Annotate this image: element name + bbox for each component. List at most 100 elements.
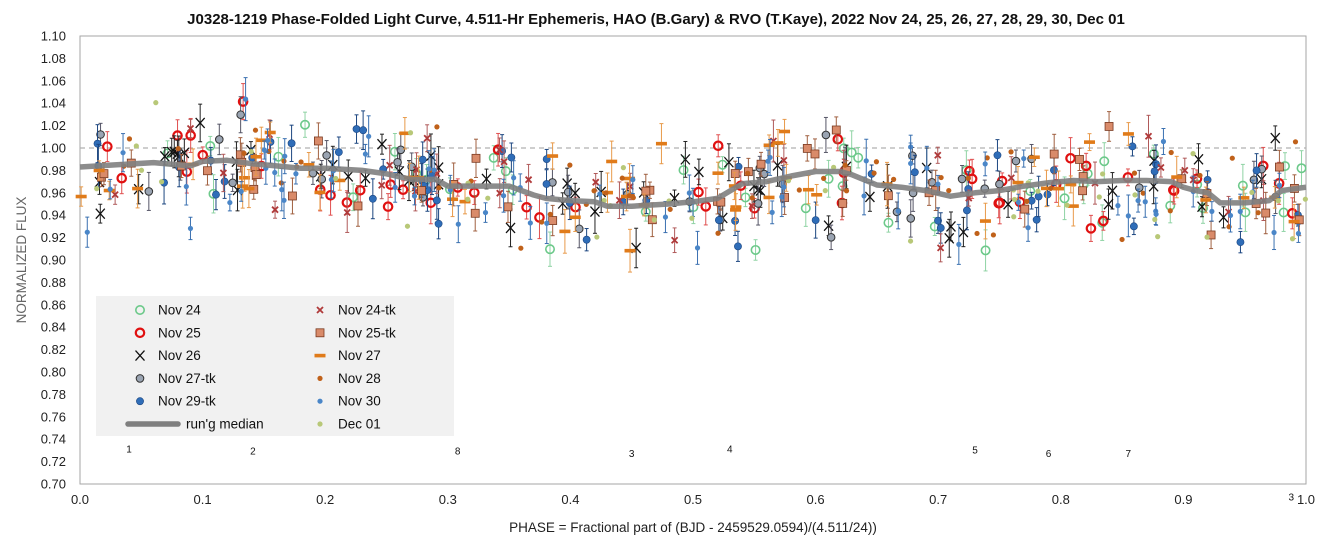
running-median-group [79,157,1307,209]
point-marker [343,208,351,217]
point-marker [863,158,869,164]
point-marker [753,199,763,208]
point-marker [821,175,827,181]
point-marker [934,216,942,225]
point-marker [303,162,315,167]
point-marker [547,154,559,158]
y-tick-label: 1.10 [41,29,66,44]
point-marker [1048,185,1054,192]
point-marker [120,150,126,156]
point-marker [1025,225,1031,231]
annotation-box [1098,441,1159,462]
point-marker [651,217,657,223]
point-marker [1276,182,1283,189]
point-marker [592,178,600,186]
point-marker [317,421,323,427]
point-marker [238,188,244,195]
point-marker [781,184,787,190]
point-marker [910,168,919,177]
legend-item: Nov 25 [134,325,201,340]
point-marker [624,248,636,253]
annotation-text: 4 [727,444,733,455]
point-marker [1153,211,1159,217]
annotation-label: 7 [1098,441,1159,462]
point-marker [134,327,146,339]
point-marker [630,177,636,183]
x-tick-label: 0.3 [439,492,457,507]
point-marker [802,187,814,192]
point-marker [982,161,988,167]
point-marker [317,398,323,404]
y-tick-label: 1.00 [41,141,66,156]
point-marker [1034,192,1043,201]
point-marker [116,172,128,184]
point-marker [186,124,195,133]
y-tick-label: 0.74 [41,432,66,447]
x-tick-label: 0.4 [561,492,579,507]
point-marker [772,141,784,145]
point-marker [769,209,775,215]
point-marker [1229,155,1235,161]
point-marker [300,119,311,130]
point-marker [1024,198,1030,204]
point-marker [853,152,864,163]
point-marker [1181,166,1189,175]
point-marker [730,169,740,178]
y-tick-label: 0.72 [41,454,66,469]
point-marker [317,174,327,184]
point-marker [730,208,742,212]
point-marker [205,141,216,152]
point-marker [1197,201,1207,213]
point-marker [934,151,942,159]
point-marker [1100,171,1106,177]
annotation-label: 4 [699,437,760,458]
x-axis-title: PHASE = Fractional part of (BJD - 245952… [509,520,877,535]
y-tick-label: 1.02 [41,118,66,133]
point-marker [325,189,336,201]
point-marker [261,147,267,153]
point-marker [237,96,249,107]
legend-label: Nov 26 [158,348,201,363]
point-marker [250,154,262,159]
point-marker [570,187,581,199]
point-marker [248,149,254,155]
point-marker [563,187,573,197]
legend-label: Nov 28 [338,371,381,386]
legend-label: run'g median [186,417,264,432]
point-marker [861,193,867,199]
point-marker [811,192,823,197]
point-marker [1144,132,1153,140]
point-marker [1261,208,1271,218]
point-marker [908,160,914,167]
point-marker [715,230,721,236]
point-marker [411,193,418,199]
chart-title: J0328-1219 Phase-Folded Light Curve, 4.5… [187,11,1125,28]
point-marker [1104,122,1114,131]
point-marker [1131,170,1138,176]
point-marker [505,222,516,234]
point-marker [765,158,771,164]
point-marker [539,219,545,225]
point-marker [1295,230,1302,237]
y-tick-label: 0.80 [41,365,66,380]
point-marker [620,165,626,171]
x-tick-label: 1.0 [1297,492,1315,507]
point-marker [1204,234,1210,240]
point-marker [1099,156,1110,167]
legend-label: Nov 25-tk [338,325,396,340]
point-marker [183,183,189,190]
legend-item: Nov 28 [317,371,381,386]
point-marker [974,230,980,237]
legend-item: Nov 24 [135,303,201,318]
point-marker [993,197,1005,209]
point-marker [895,208,901,214]
y-tick-label: 0.76 [41,409,66,424]
point-marker [1067,204,1079,208]
point-marker [135,350,145,362]
x-tick-label: 0.6 [807,492,825,507]
point-marker [591,188,597,194]
point-marker [811,216,820,224]
point-marker [407,130,414,136]
x-tick-label: 0.8 [1052,492,1070,507]
